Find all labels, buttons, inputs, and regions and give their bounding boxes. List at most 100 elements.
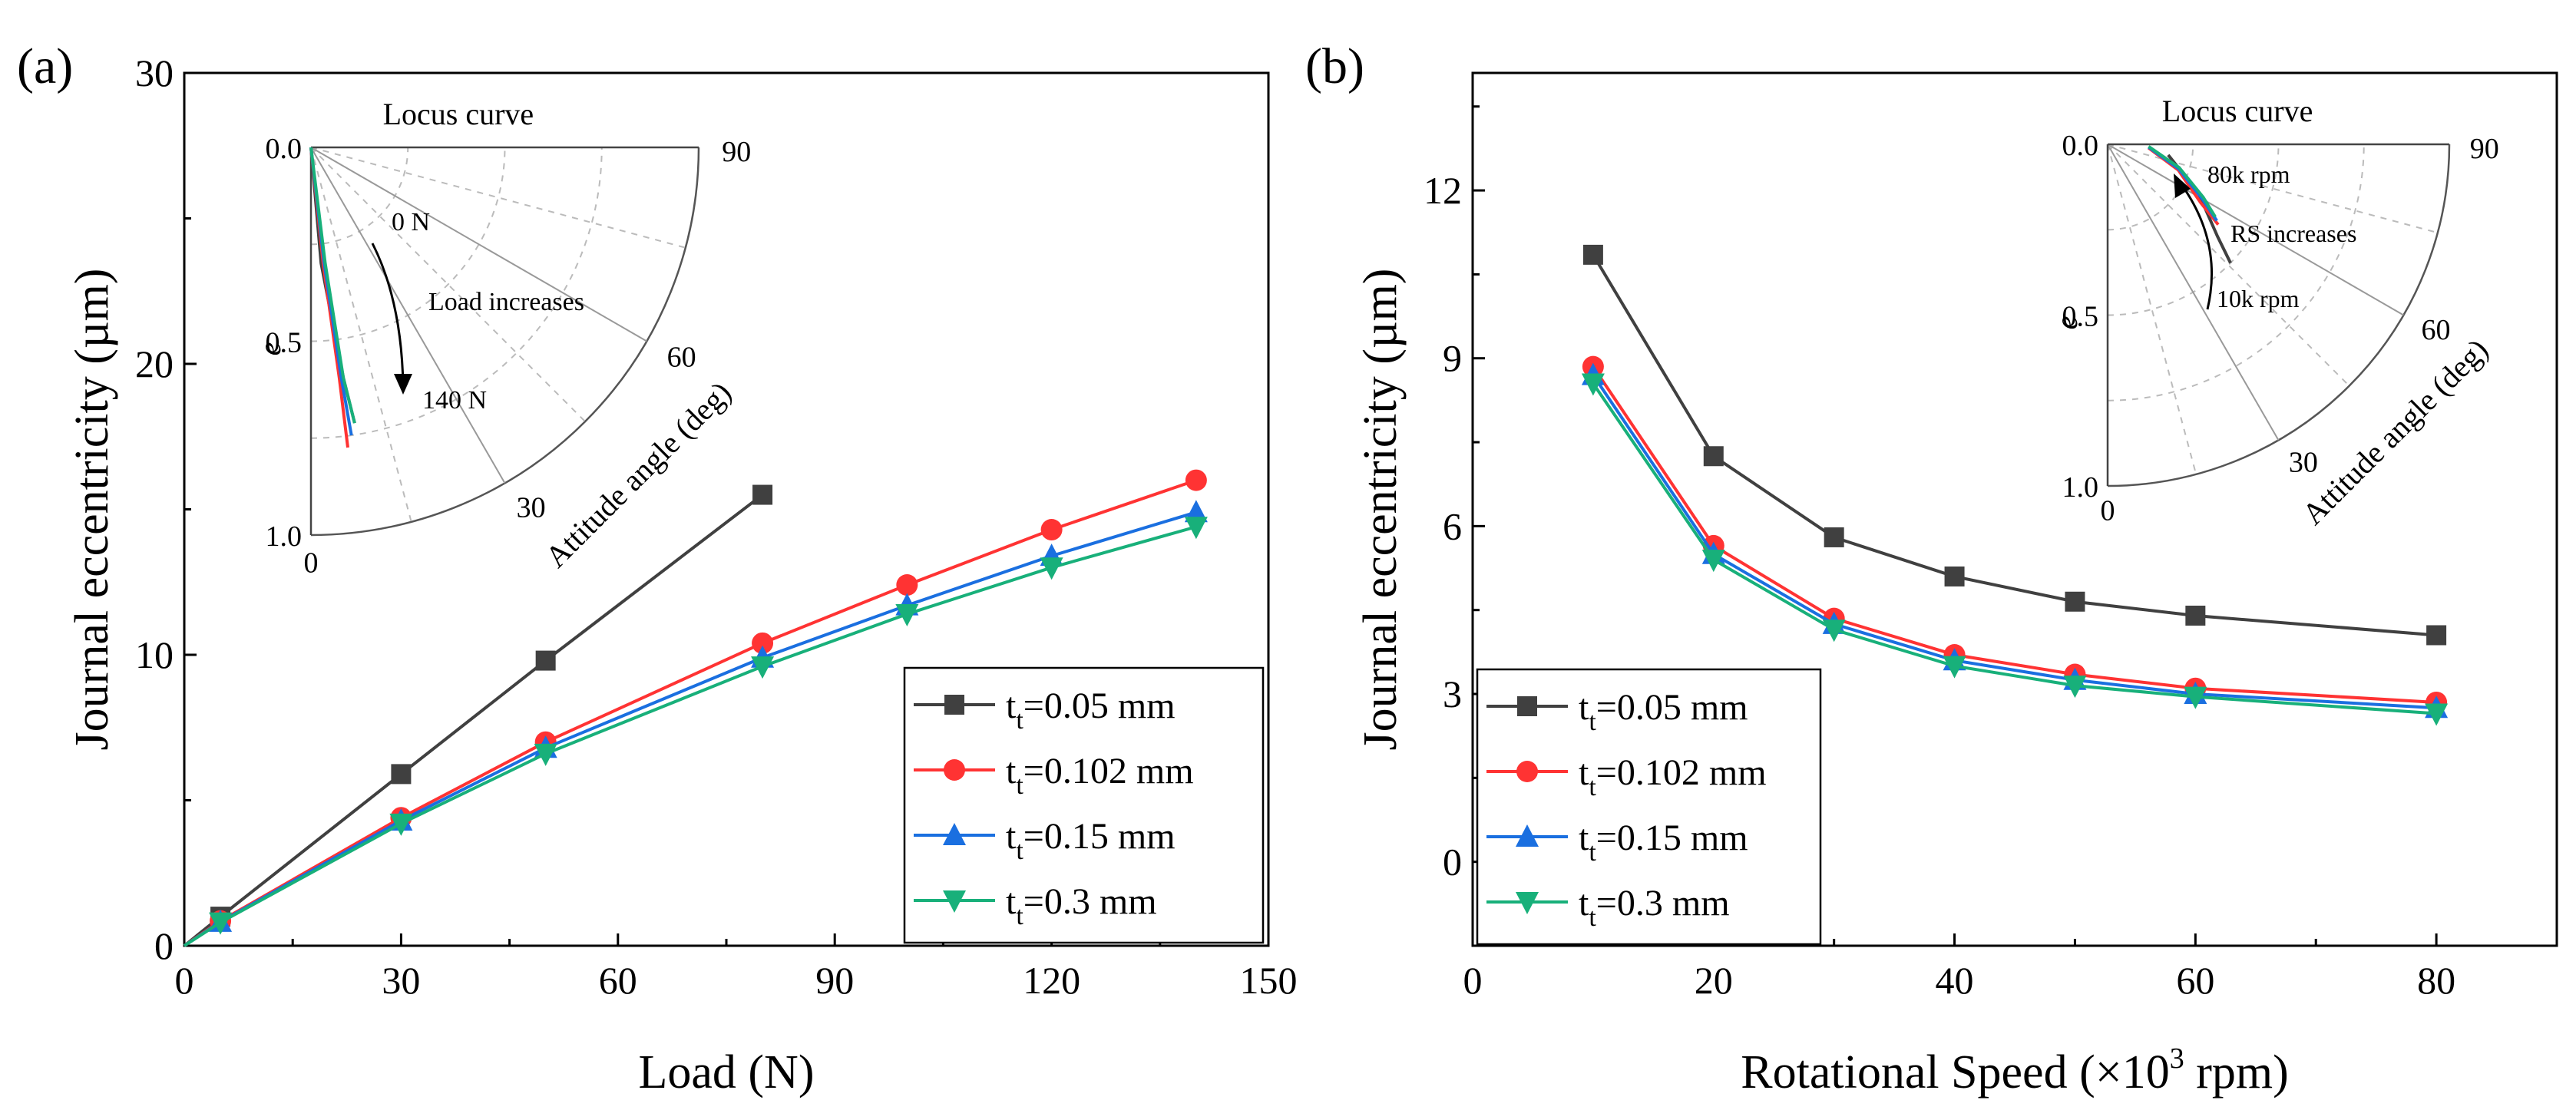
inset-outer-arc bbox=[2107, 144, 2451, 487]
inset-spoke bbox=[310, 147, 686, 249]
inset-theta-tick-label: 90 bbox=[2470, 133, 2499, 165]
data-point bbox=[534, 743, 557, 766]
inset-theta-tick-label: 60 bbox=[2422, 314, 2451, 346]
series-t03 bbox=[183, 517, 1208, 947]
data-point bbox=[1703, 446, 1724, 467]
legend-swatch-marker bbox=[1517, 696, 1537, 716]
x-tick-label: 80 bbox=[2417, 959, 2455, 1002]
y-tick-label: 0 bbox=[1443, 841, 1462, 884]
legend-label: tt=0.05 mm bbox=[1579, 687, 1748, 736]
inset-spoke bbox=[2107, 144, 2439, 234]
inset-annotation-start: 80k rpm bbox=[2207, 160, 2290, 188]
inset-theta-tick-label: 0 bbox=[2101, 495, 2115, 527]
x-tick-label: 90 bbox=[815, 959, 854, 1002]
data-point bbox=[2184, 686, 2207, 709]
legend-label: tt=0.3 mm bbox=[1006, 881, 1157, 930]
data-point bbox=[391, 764, 412, 785]
y-tick-label: 20 bbox=[135, 342, 174, 385]
y-tick-label: 3 bbox=[1443, 672, 1462, 715]
inset-arrow bbox=[2181, 186, 2214, 310]
data-point bbox=[2063, 676, 2087, 699]
inset-spoke bbox=[310, 147, 506, 484]
data-point bbox=[2185, 605, 2206, 626]
data-point bbox=[751, 656, 775, 679]
data-point bbox=[1822, 619, 1846, 643]
data-point bbox=[1701, 550, 1725, 573]
plot-frame bbox=[1471, 71, 2558, 947]
legend-swatch-marker bbox=[944, 695, 964, 715]
inset-spoke bbox=[310, 147, 647, 342]
data-point bbox=[895, 603, 919, 626]
series-line bbox=[183, 493, 764, 947]
data-point bbox=[752, 632, 774, 654]
inset-theta-tick-label: 0 bbox=[304, 547, 319, 579]
data-point bbox=[2065, 591, 2085, 612]
x-tick-label: 120 bbox=[1023, 959, 1080, 1002]
y-tick-label: 9 bbox=[1443, 337, 1462, 380]
inset-spoke bbox=[2107, 144, 2404, 316]
x-tick-label: 30 bbox=[382, 959, 420, 1002]
data-point bbox=[209, 912, 233, 935]
inset-r-label: e bbox=[2049, 316, 2084, 330]
inset-r-tick-label: 0.0 bbox=[2062, 130, 2099, 162]
legend-swatch-marker bbox=[1516, 824, 1539, 847]
y-axis-label: Journal eccentricity (µm) bbox=[1354, 269, 1407, 751]
data-point bbox=[1184, 500, 1208, 523]
panel-label-b: (b) bbox=[1305, 38, 1364, 94]
inset-theta-tick-label: 90 bbox=[722, 136, 751, 168]
inset-arrow-head bbox=[394, 374, 412, 395]
series-t03 bbox=[1581, 373, 2449, 726]
data-point bbox=[1040, 557, 1063, 580]
inset-r-tick-label: 0.5 bbox=[266, 327, 303, 359]
inset-title: Locus curve bbox=[383, 97, 534, 131]
y-tick-label: 0 bbox=[154, 924, 174, 967]
legend-swatch-marker bbox=[944, 759, 965, 781]
legend-swatch-marker bbox=[943, 890, 966, 913]
series-line bbox=[183, 525, 1197, 947]
x-tick-label: 60 bbox=[599, 959, 637, 1002]
inset-locus-curve bbox=[2148, 145, 2217, 218]
inset-grid-arc bbox=[2107, 144, 2194, 231]
data-point bbox=[535, 650, 556, 671]
inset-theta-tick-label: 30 bbox=[517, 492, 546, 524]
inset-grid-arc bbox=[2107, 144, 2280, 316]
y-tick-label: 6 bbox=[1443, 504, 1462, 547]
data-point bbox=[1582, 244, 1603, 265]
legend-swatch-marker bbox=[943, 823, 966, 845]
legend: tt=0.05 mm tt=0.102 mm tt=0.15 mm tt=0.3 mm bbox=[1476, 668, 1822, 946]
inset-spoke bbox=[2107, 144, 2350, 387]
y-tick-label: 30 bbox=[135, 51, 174, 94]
inset-r-tick-label: 1.0 bbox=[266, 520, 303, 553]
data-point bbox=[896, 574, 918, 596]
inset-theta-label: Attitude angle (deg) bbox=[538, 375, 738, 574]
data-point bbox=[1040, 519, 1063, 541]
series-line bbox=[1592, 365, 2437, 704]
inset-r-label: e bbox=[253, 342, 287, 356]
y-axis-label: Journal eccentricity (µm) bbox=[66, 269, 118, 751]
inset-annotation-direction: RS increases bbox=[2230, 220, 2356, 247]
y-tick-label: 10 bbox=[135, 633, 174, 676]
legend-swatch-marker bbox=[1516, 892, 1539, 914]
y-tick-label: 12 bbox=[1424, 169, 1462, 212]
legend-label: tt=0.05 mm bbox=[1006, 686, 1176, 735]
chart-a: 0 30 60 90 120 150 0 10 20 30 Load (N) Journal ecce… bbox=[66, 51, 1298, 1099]
inset-arrow bbox=[371, 243, 405, 386]
inset-theta-tick-label: 60 bbox=[667, 342, 696, 374]
inset-grid-arc bbox=[2107, 144, 2365, 401]
inset-grid-arc bbox=[310, 147, 506, 342]
series-line bbox=[1592, 253, 2437, 637]
inset-spoke bbox=[310, 147, 412, 523]
data-point bbox=[2426, 625, 2447, 646]
x-tick-label: 60 bbox=[2176, 959, 2214, 1002]
inset-r-tick-label: 1.0 bbox=[2062, 471, 2099, 504]
panel-label-a: (a) bbox=[17, 38, 73, 94]
legend-label: tt=0.15 mm bbox=[1006, 816, 1176, 865]
inset-arrow-head bbox=[2174, 173, 2191, 198]
x-tick-label: 40 bbox=[1936, 959, 1974, 1002]
legend-label: tt=0.15 mm bbox=[1579, 818, 1748, 867]
x-tick-label: 0 bbox=[175, 959, 194, 1002]
legend-label: tt=0.3 mm bbox=[1579, 883, 1730, 932]
chart-b: 0 20 40 60 80 0 3 6 9 12 Rotational Speed (×103 rp… bbox=[1354, 71, 2558, 1099]
inset-theta-tick-label: 30 bbox=[2289, 447, 2318, 479]
